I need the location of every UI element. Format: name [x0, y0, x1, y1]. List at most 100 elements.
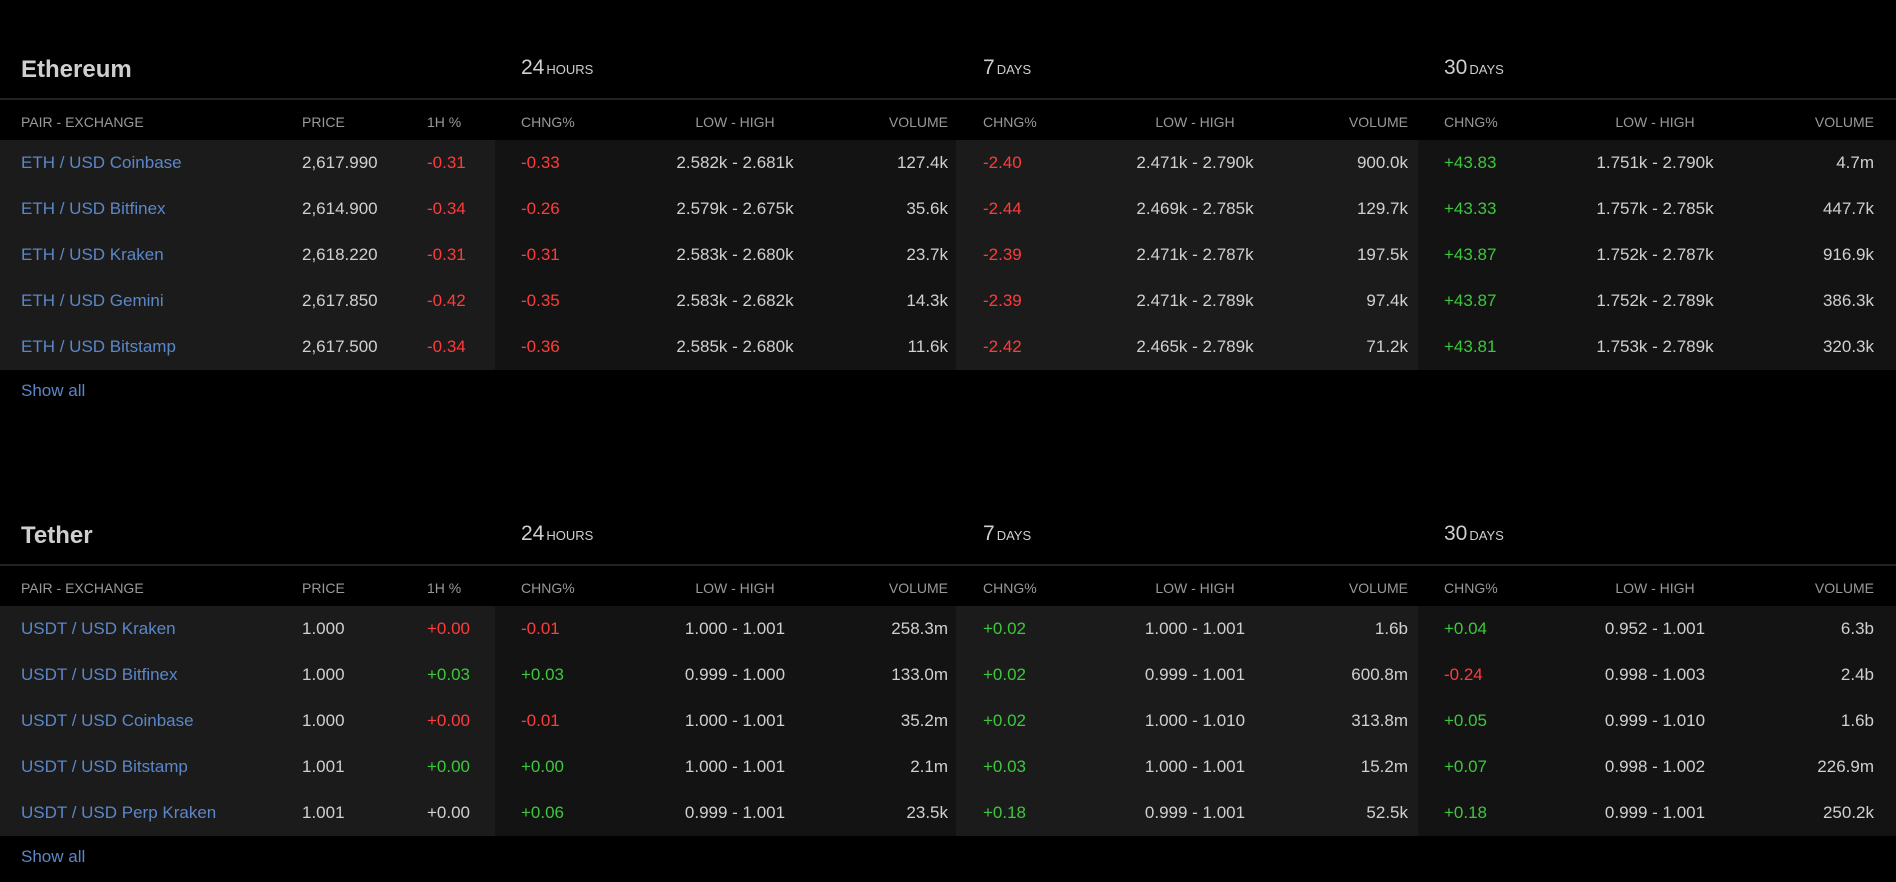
volume-24h: 23.5k [906, 803, 948, 822]
pair-link[interactable]: ETH / USD Gemini [21, 291, 164, 310]
change-24h: -0.33 [521, 153, 560, 172]
change-24h: +0.06 [521, 803, 565, 822]
pair-link[interactable]: USDT / USD Bitstamp [21, 757, 188, 776]
period-unit: DAYS [1469, 62, 1504, 77]
change-30d: +0.07 [1444, 757, 1488, 776]
column-band [0, 140, 495, 370]
column-header-chg: CHNG% [521, 114, 575, 130]
column-header-chg: CHNG% [983, 114, 1037, 130]
pair-link[interactable]: USDT / USD Bitfinex [21, 665, 178, 684]
volume-7d: 97.4k [1366, 291, 1408, 310]
low-high-30d: 0.952 - 1.001 [1604, 619, 1706, 638]
low-high-7d: 2.471k - 2.787k [1136, 245, 1254, 264]
change-1h: -0.31 [427, 245, 466, 264]
change-30d: +43.83 [1444, 153, 1497, 172]
column-band [1418, 606, 1896, 836]
change-7d: -2.44 [983, 199, 1022, 218]
period-unit: DAYS [996, 528, 1032, 543]
column-band [495, 140, 956, 370]
volume-7d: 1.6b [1374, 619, 1408, 638]
period-number: 7 [983, 56, 995, 79]
volume-30d: 1.6b [1840, 711, 1874, 730]
volume-24h: 133.0m [891, 665, 948, 684]
column-header-pair: PAIR - EXCHANGE [21, 114, 144, 130]
show-all-link[interactable]: Show all [21, 847, 86, 866]
change-1h: +0.00 [427, 757, 471, 776]
change-24h: +0.03 [521, 665, 565, 684]
change-30d: +43.33 [1444, 199, 1497, 218]
change-7d: -2.40 [983, 153, 1022, 172]
change-30d: +43.81 [1444, 337, 1497, 356]
volume-7d: 197.5k [1356, 245, 1408, 264]
low-high-7d: 0.999 - 1.001 [1144, 803, 1246, 822]
low-high-7d: 2.469k - 2.785k [1136, 199, 1254, 218]
low-high-7d: 1.000 - 1.001 [1144, 619, 1246, 638]
market-section-tether: Tether 24 HOURS 7 DAYS 30 DAYS PAIR - EXCHANGE P… [0, 466, 1896, 882]
column-header-chg: CHNG% [983, 580, 1037, 596]
price-value: 1.001 [302, 757, 345, 776]
volume-30d: 320.3k [1822, 337, 1874, 356]
low-high-7d: 2.465k - 2.789k [1136, 337, 1254, 356]
pair-link[interactable]: USDT / USD Perp Kraken [21, 803, 217, 822]
column-header-volume: VOLUME [888, 114, 948, 130]
volume-30d: 916.9k [1822, 245, 1874, 264]
pair-link[interactable]: ETH / USD Kraken [21, 245, 164, 264]
low-high-24h: 2.579k - 2.675k [676, 199, 794, 218]
price-value: 2,618.220 [302, 245, 378, 264]
change-1h: +0.03 [427, 665, 471, 684]
period-label-p30: 30 DAYS [1444, 56, 1504, 80]
pairs-table: USDT / USD Kraken 1.000 +0.00 -0.01 1.000 - … [0, 606, 1896, 836]
pair-link[interactable]: USDT / USD Kraken [21, 619, 176, 638]
price-value: 1.000 [302, 711, 345, 730]
change-7d: +0.03 [983, 757, 1027, 776]
volume-24h: 2.1m [910, 757, 948, 776]
market-section-ethereum: Ethereum 24 HOURS 7 DAYS 30 DAYS PAIR - EXCHANG… [0, 0, 1896, 416]
change-7d: +0.02 [983, 711, 1027, 730]
change-24h: +0.00 [521, 757, 565, 776]
pair-link[interactable]: ETH / USD Coinbase [21, 153, 182, 172]
low-high-30d: 0.998 - 1.002 [1604, 757, 1706, 776]
table-row: USDT / USD Coinbase 1.000 +0.00 -0.01 1.000 … [0, 698, 1896, 744]
pair-link[interactable]: ETH / USD Bitstamp [21, 337, 176, 356]
volume-30d: 4.7m [1836, 153, 1874, 172]
volume-7d: 129.7k [1356, 199, 1408, 218]
change-7d: +0.18 [983, 803, 1027, 822]
low-high-7d: 0.999 - 1.001 [1144, 665, 1246, 684]
price-value: 2,617.990 [302, 153, 378, 172]
column-header-volume: VOLUME [1814, 114, 1874, 130]
change-30d: +0.18 [1444, 803, 1488, 822]
pair-link[interactable]: ETH / USD Bitfinex [21, 199, 166, 218]
volume-7d: 600.8m [1351, 665, 1408, 684]
price-value: 1.001 [302, 803, 345, 822]
change-30d: -0.24 [1444, 665, 1483, 684]
column-header-volume: VOLUME [888, 580, 948, 596]
table-row: ETH / USD Gemini 2,617.850 -0.42 -0.35 2.583… [0, 278, 1896, 324]
volume-24h: 11.6k [907, 337, 948, 356]
change-7d: -2.39 [983, 291, 1022, 310]
volume-24h: 14.3k [906, 291, 948, 310]
change-30d: +0.04 [1444, 619, 1488, 638]
column-header-volume: VOLUME [1814, 580, 1874, 596]
change-7d: +0.02 [983, 665, 1027, 684]
period-unit: HOURS [546, 528, 594, 543]
change-24h: -0.36 [521, 337, 560, 356]
change-24h: -0.26 [521, 199, 560, 218]
volume-24h: 23.7k [906, 245, 948, 264]
volume-30d: 2.4b [1840, 665, 1874, 684]
section-header: Tether 24 HOURS 7 DAYS 30 DAYS [0, 466, 1896, 566]
pair-link[interactable]: USDT / USD Coinbase [21, 711, 194, 730]
volume-24h: 127.4k [896, 153, 948, 172]
low-high-24h: 2.583k - 2.680k [676, 245, 794, 264]
volume-30d: 250.2k [1822, 803, 1874, 822]
volume-24h: 35.2m [900, 711, 948, 730]
show-all-row: Show all [0, 370, 1896, 416]
table-row: USDT / USD Perp Kraken 1.001 +0.00 +0.06 0.9… [0, 790, 1896, 836]
column-header-lowhigh: LOW - HIGH [695, 580, 775, 596]
change-1h: -0.31 [427, 153, 466, 172]
show-all-link[interactable]: Show all [21, 381, 86, 400]
price-value: 2,614.900 [302, 199, 378, 218]
low-high-30d: 0.998 - 1.003 [1604, 665, 1706, 684]
price-value: 2,617.850 [302, 291, 378, 310]
show-all-row: Show all [0, 836, 1896, 882]
period-label-p24: 24 HOURS [521, 56, 593, 80]
